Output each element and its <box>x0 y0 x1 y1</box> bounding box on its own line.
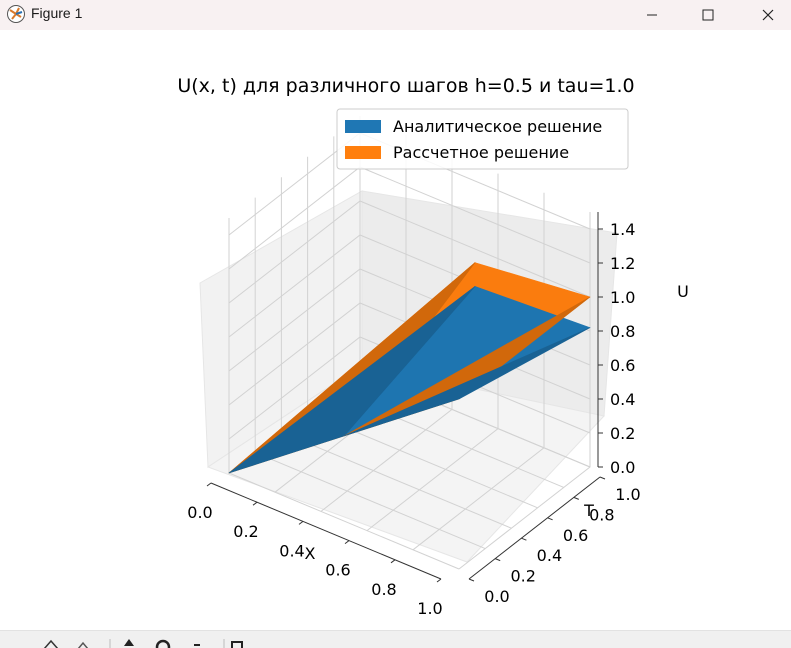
window-titlebar: Figure 1 <box>0 0 791 30</box>
t-tick-label: 0.4 <box>537 546 562 565</box>
x-axis-line <box>210 482 442 580</box>
z-tick-label: 0.4 <box>610 390 635 409</box>
legend-label-computed: Рассчетное решение <box>393 143 569 162</box>
legend-swatch-computed <box>345 146 381 159</box>
navigation-toolbar <box>0 630 791 648</box>
x-tick-label: 0.0 <box>187 503 212 522</box>
surface-chart: 0.00.20.40.60.81.00.00.20.40.60.81.00.00… <box>177 75 689 618</box>
t-tick-mark <box>468 578 475 582</box>
z-tick-label: 0.2 <box>610 424 635 443</box>
z-tick-label: 0.6 <box>610 356 635 375</box>
x-tick-mark <box>252 501 258 506</box>
minimize-button[interactable] <box>629 0 675 30</box>
legend: Аналитическое решение Рассчетное решение <box>336 108 629 170</box>
surface-analytic-facet <box>343 327 591 437</box>
surface-analytic-facet <box>228 286 476 474</box>
z-axis-label: U <box>677 282 689 301</box>
home-icon[interactable] <box>40 637 62 648</box>
t-tick-label: 1.0 <box>615 485 640 504</box>
grid-line-z <box>228 200 591 304</box>
x-tick-mark <box>390 559 396 564</box>
maximize-icon <box>702 9 714 21</box>
pan-icon[interactable] <box>118 637 140 648</box>
x-tick-label: 1.0 <box>417 599 442 618</box>
t-tick-label: 0.2 <box>510 567 535 586</box>
t-tick-label: 0.0 <box>484 587 509 606</box>
z-tick-label: 1.4 <box>610 220 635 239</box>
tick-labels: 0.00.20.40.60.81.00.00.20.40.60.81.00.00… <box>187 220 640 618</box>
t-tick-mark <box>547 517 553 521</box>
back-icon[interactable] <box>72 637 94 648</box>
surfaces <box>228 262 591 474</box>
matplotlib-logo-icon <box>7 5 25 23</box>
x-tick-mark <box>298 520 304 525</box>
t-axis-line <box>468 476 601 580</box>
x-tick-label: 0.8 <box>371 580 396 599</box>
close-icon <box>762 9 774 21</box>
t-tick-mark <box>573 496 579 500</box>
zoom-icon[interactable] <box>152 637 174 648</box>
save-icon[interactable] <box>222 637 244 648</box>
t-tick-mark <box>521 537 527 541</box>
legend-swatch-analytic <box>345 120 381 133</box>
z-tick-label: 1.0 <box>610 288 635 307</box>
window-title: Figure 1 <box>31 5 83 21</box>
x-axis-label: X <box>305 544 316 563</box>
z-tick-label: 0.0 <box>610 458 635 477</box>
x-tick-mark <box>436 578 442 583</box>
grid-line-z <box>228 336 591 440</box>
maximize-button[interactable] <box>685 0 731 30</box>
z-tick-label: 1.2 <box>610 254 635 273</box>
t-tick-label: 0.8 <box>589 505 614 524</box>
configure-icon[interactable] <box>186 637 208 648</box>
x-tick-mark <box>206 482 212 487</box>
forward-icon[interactable] <box>106 637 128 648</box>
x-tick-label: 0.6 <box>325 561 350 580</box>
close-button[interactable] <box>745 0 791 30</box>
t-tick-mark <box>599 476 606 480</box>
minimize-icon <box>647 14 657 16</box>
t-tick-mark <box>495 558 501 562</box>
legend-frame <box>336 108 629 170</box>
x-tick-label: 0.4 <box>279 541 304 560</box>
x-tick-mark <box>344 540 350 544</box>
chart-title: U(x, t) для различного шагов h=0.5 и tau… <box>177 75 634 97</box>
legend-label-analytic: Аналитическое решение <box>393 117 602 136</box>
z-tick-label: 0.8 <box>610 322 635 341</box>
axis-lines <box>210 212 601 580</box>
figure-canvas: 0.0 0.2 0.4 0.6 0.8 1.0 0.0 0.2 0.4 0.6 0.8 1.0 0.0 0… <box>0 30 791 630</box>
t-tick-label: 0.6 <box>563 526 588 545</box>
x-tick-label: 0.2 <box>233 522 258 541</box>
y-axis-label: T <box>583 501 594 520</box>
